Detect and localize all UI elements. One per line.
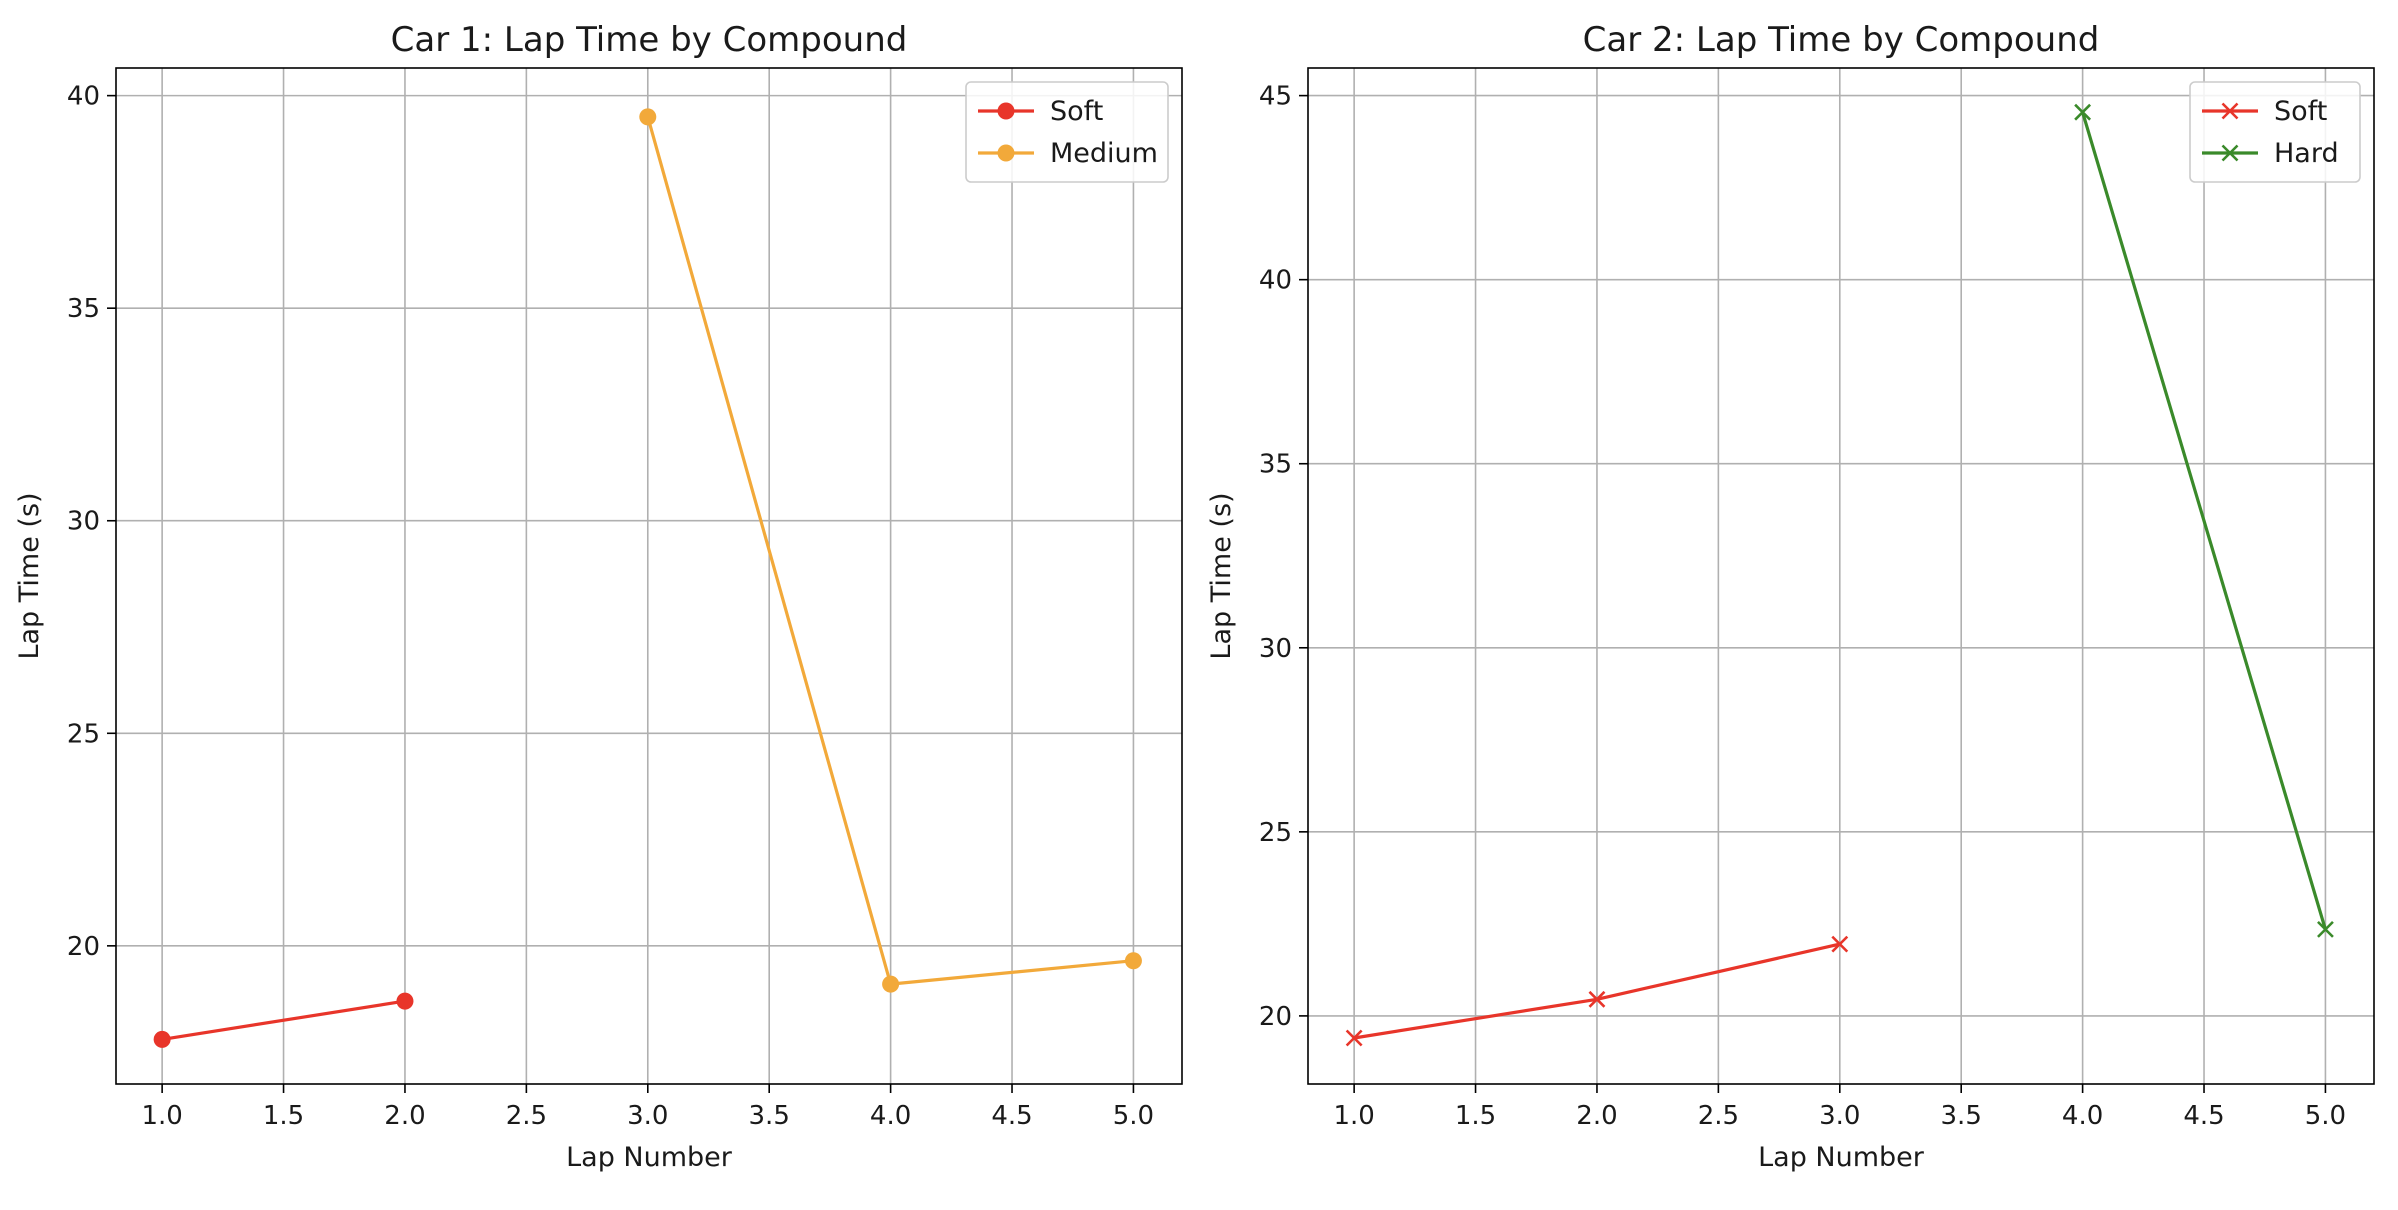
x-axis-label: Lap Number <box>566 1142 733 1173</box>
data-point-soft <box>1588 990 1606 1008</box>
y-tick-label: 25 <box>1259 818 1292 848</box>
x-tick-label: 3.0 <box>1819 1101 1860 1131</box>
legend-box <box>965 81 1169 183</box>
x-tick-label: 1.5 <box>1455 1101 1496 1131</box>
plot-frame <box>115 67 1183 1085</box>
x-tick-label: 5.0 <box>1113 1101 1154 1131</box>
data-point-soft <box>1831 935 1849 953</box>
series-medium <box>639 108 1142 993</box>
series-line-soft <box>161 999 406 1041</box>
chart-title: Car 1: Lap Time by Compound <box>391 20 908 60</box>
y-tick-label: 20 <box>1259 1002 1292 1032</box>
legend: Soft Medium <box>965 81 1169 183</box>
y-tick-label: 30 <box>1259 634 1292 664</box>
x-tick-label: 2.0 <box>384 1101 425 1131</box>
series-line-hard <box>2081 111 2327 930</box>
x-tick-label: 3.0 <box>627 1101 668 1131</box>
legend: Soft Hard <box>2189 81 2361 183</box>
chart-title: Car 2: Lap Time by Compound <box>1583 20 2100 60</box>
data-point-hard <box>2074 103 2092 121</box>
legend-marker <box>2221 144 2239 162</box>
y-tick-label: 40 <box>1259 266 1292 296</box>
legend-marker <box>997 102 1015 120</box>
y-tick-label: 30 <box>67 507 100 537</box>
chart-panel-2: 1.0 1.5 2.0 2.5 3.0 3.5 4.0 4.5 5.0 20 25 30 35 40 45 C… <box>1206 20 2375 1173</box>
x-tick-label: 1.0 <box>141 1101 182 1131</box>
x-tick-label: 1.5 <box>263 1101 304 1131</box>
series-soft <box>153 992 414 1048</box>
y-axis-label: Lap Time (s) <box>14 492 45 659</box>
legend-label: Soft <box>1050 96 1103 127</box>
series-hard <box>2074 103 2334 938</box>
x-tick-label: 4.5 <box>2183 1101 2224 1131</box>
series-soft <box>1345 935 1849 1047</box>
x-axis-label: Lap Number <box>1758 1142 1925 1173</box>
x-tick-label: 3.5 <box>749 1101 790 1131</box>
legend-label: Medium <box>1050 138 1158 169</box>
data-point-soft <box>396 992 414 1010</box>
x-tick-label: 4.0 <box>870 1101 911 1131</box>
legend-entry-medium: Medium <box>978 138 1158 169</box>
x-tick-label: 4.5 <box>991 1101 1032 1131</box>
data-point-soft <box>153 1030 171 1048</box>
legend-marker <box>2221 102 2239 120</box>
legend-marker <box>997 144 1015 162</box>
legend-entry-hard: Hard <box>2202 138 2339 169</box>
y-tick-label: 20 <box>67 932 100 962</box>
y-tick-label: 35 <box>1259 450 1292 480</box>
data-point-medium <box>639 108 657 126</box>
x-tick-label: 3.5 <box>1941 1101 1982 1131</box>
x-tick-label: 2.5 <box>1698 1101 1739 1131</box>
data-point-soft <box>1345 1029 1363 1047</box>
x-tick-label: 2.0 <box>1576 1101 1617 1131</box>
y-tick-label: 35 <box>67 294 100 324</box>
x-tick-label: 5.0 <box>2305 1101 2346 1131</box>
x-tick-label: 2.5 <box>506 1101 547 1131</box>
legend-label: Soft <box>2274 96 2327 127</box>
data-point-hard <box>2317 920 2334 938</box>
y-tick-label: 25 <box>67 719 100 749</box>
chart-panel-1: 1.0 1.5 2.0 2.5 3.0 3.5 4.0 4.5 5.0 20 25 30 35 40 Car… <box>14 20 1183 1173</box>
data-point-medium <box>882 975 900 993</box>
x-tick-label: 4.0 <box>2062 1101 2103 1131</box>
data-point-medium <box>1124 952 1142 970</box>
plot-frame <box>1307 67 2375 1085</box>
legend-label: Hard <box>2274 138 2339 169</box>
x-tick-label: 1.0 <box>1333 1101 1374 1131</box>
legend-entry-soft: Soft <box>978 96 1103 127</box>
y-tick-label: 45 <box>1259 82 1292 112</box>
y-tick-label: 40 <box>67 82 100 112</box>
legend-entry-soft: Soft <box>2202 96 2327 127</box>
y-axis-label: Lap Time (s) <box>1206 492 1237 659</box>
